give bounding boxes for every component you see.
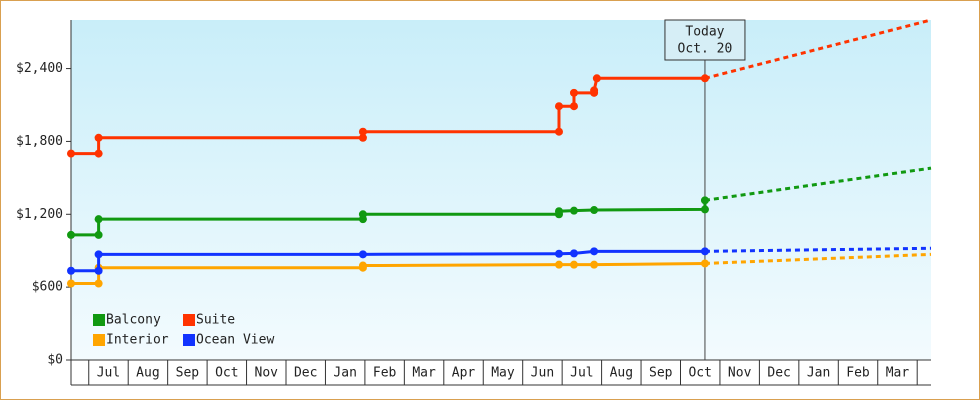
legend-label: Balcony	[106, 313, 161, 328]
data-point	[358, 210, 367, 219]
data-point	[590, 206, 599, 215]
plot-area	[71, 20, 931, 360]
data-point	[94, 230, 103, 239]
x-tick-label: May	[491, 366, 515, 381]
data-point	[700, 196, 709, 205]
x-tick-label: Aug	[136, 366, 159, 381]
data-point	[94, 133, 103, 142]
x-tick-label: Dec	[767, 366, 790, 381]
data-point	[592, 74, 601, 83]
data-point	[67, 266, 75, 275]
data-point	[569, 88, 578, 97]
data-point	[94, 250, 103, 259]
legend-swatch	[93, 334, 105, 346]
x-tick-label: Jul	[570, 366, 593, 381]
x-tick-label: Mar	[886, 366, 910, 381]
data-point	[700, 247, 709, 256]
data-point	[554, 102, 563, 111]
x-tick-label: Jan	[333, 366, 356, 381]
x-tick-label: Apr	[452, 366, 476, 381]
data-point	[94, 279, 103, 288]
data-point	[569, 260, 578, 269]
projection-line	[704, 252, 932, 265]
data-point	[569, 102, 578, 111]
x-tick-label: Mar	[412, 366, 436, 381]
data-point	[67, 149, 75, 158]
x-tick-label: Jun	[531, 366, 554, 381]
data-point	[94, 266, 103, 275]
data-point	[358, 261, 367, 270]
x-tick-label: Jan	[807, 366, 830, 381]
data-point	[569, 206, 578, 215]
x-tick-label: Jul	[97, 366, 120, 381]
y-tick-label: $1,800	[16, 134, 63, 149]
data-point	[590, 247, 599, 256]
data-point	[554, 249, 563, 258]
legend-swatch	[183, 334, 195, 346]
data-point	[358, 127, 367, 136]
data-point	[700, 259, 709, 268]
x-tick-label: Aug	[610, 366, 633, 381]
today-label: Oct. 20	[678, 42, 733, 57]
data-point	[569, 249, 578, 258]
data-point	[554, 260, 563, 269]
x-tick-label: Nov	[255, 366, 279, 381]
legend-label: Interior	[106, 333, 169, 348]
x-tick-label: Oct	[688, 366, 711, 381]
x-tick-label: Feb	[846, 366, 870, 381]
x-tick-label: Dec	[294, 366, 317, 381]
data-point	[67, 279, 75, 288]
projection-line	[704, 18, 932, 80]
today-label: Today	[685, 25, 724, 40]
projection-line	[704, 166, 932, 202]
data-point	[94, 149, 103, 158]
legend-swatch	[93, 314, 105, 326]
y-tick-label: $600	[32, 280, 63, 295]
y-tick-label: $0	[47, 353, 63, 368]
data-point	[554, 127, 563, 136]
data-point	[358, 250, 367, 259]
data-point	[94, 215, 103, 224]
data-point	[67, 230, 75, 239]
y-tick-label: $1,200	[16, 207, 63, 222]
data-point	[700, 205, 709, 214]
legend-label: Ocean View	[196, 333, 274, 348]
data-point	[554, 207, 563, 216]
x-tick-label: Feb	[373, 366, 397, 381]
today-box	[664, 19, 746, 61]
data-point	[700, 74, 709, 83]
legend-label: Suite	[196, 313, 235, 328]
legend-swatch	[183, 314, 195, 326]
x-tick-label: Sep	[176, 366, 200, 381]
y-tick-label: $2,400	[16, 61, 63, 76]
x-tick-label: Sep	[649, 366, 673, 381]
data-point	[358, 133, 367, 142]
data-point	[590, 86, 599, 95]
x-tick-label: Oct	[215, 366, 238, 381]
x-tick-label: Nov	[728, 366, 752, 381]
projection-line	[704, 246, 932, 253]
data-point	[590, 260, 599, 269]
